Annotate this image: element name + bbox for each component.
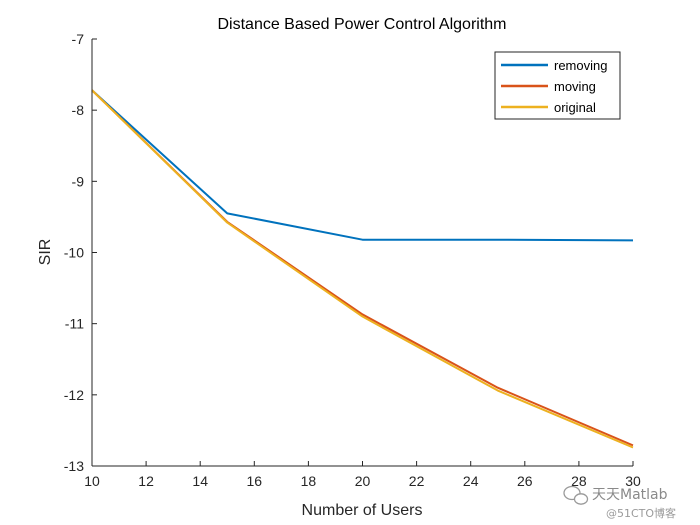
- legend-label-moving: moving: [554, 79, 596, 94]
- y-tick-label: -13: [64, 458, 84, 474]
- y-tick-label: -11: [65, 316, 84, 332]
- wechat-icon: [563, 485, 589, 505]
- x-tick-label: 16: [247, 473, 263, 489]
- legend-label-original: original: [554, 100, 596, 115]
- x-axis-label: Number of Users: [302, 502, 423, 519]
- x-tick-label: 22: [409, 473, 425, 489]
- x-tick-label: 12: [138, 473, 154, 489]
- y-tick-label: -9: [72, 173, 85, 189]
- x-tick-label: 28: [571, 473, 587, 489]
- x-tick-label: 30: [625, 473, 641, 489]
- y-tick-label: -8: [72, 102, 85, 118]
- x-tick-label: 20: [355, 473, 371, 489]
- y-tick-label: -12: [64, 387, 84, 403]
- chart-title: Distance Based Power Control Algorithm: [217, 16, 506, 33]
- x-tick-label: 26: [517, 473, 533, 489]
- y-tick-label: -10: [64, 245, 84, 261]
- x-tick-label: 24: [463, 473, 479, 489]
- series-line-original: [91, 89, 634, 449]
- watermark: 天天Matlab @51CTO博客: [563, 485, 676, 520]
- x-tick-label: 10: [84, 473, 100, 489]
- series-layer: [91, 89, 634, 449]
- watermark-subtext: @51CTO博客: [606, 506, 676, 520]
- x-tick-label: 14: [192, 473, 208, 489]
- axes-layer: 10 12 14 16 18 20 22 24 26 28 30 -13 -12 -11 -10 -9 -8 -7: [64, 31, 641, 489]
- y-axis-label: SIR: [37, 239, 54, 266]
- series-line-removing: [91, 89, 634, 242]
- legend: removing moving original: [494, 51, 621, 120]
- watermark-text: 天天Matlab: [592, 487, 668, 503]
- y-tick-label: -7: [72, 31, 85, 47]
- x-tick-label: 18: [301, 473, 317, 489]
- legend-label-removing: removing: [554, 58, 607, 73]
